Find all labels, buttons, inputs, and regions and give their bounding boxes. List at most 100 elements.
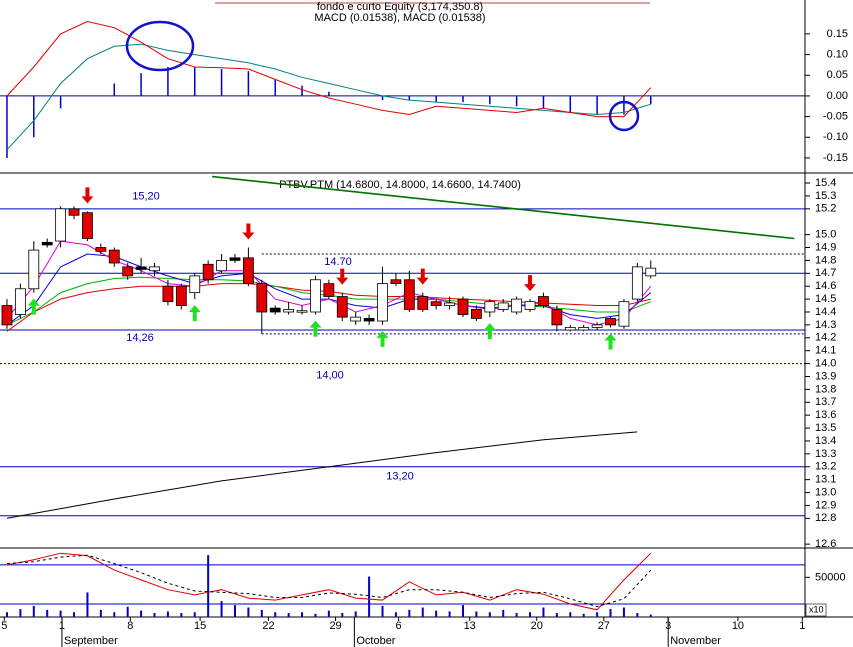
y-tick-label: 50000: [815, 571, 846, 583]
y-tick-label: 14.6: [815, 280, 836, 292]
y-tick-label: 14.8: [815, 254, 836, 266]
candle-body: [403, 279, 415, 310]
candle-body: [457, 298, 469, 315]
buy-arrow: [483, 323, 496, 340]
candle-body: [538, 296, 549, 306]
x-tick-label: 6: [396, 620, 402, 632]
series-line: [6, 554, 652, 608]
y-tick-label: 0.15: [827, 28, 848, 40]
candle-body: [471, 309, 482, 319]
y-tick-label: -0.10: [823, 131, 848, 143]
x-tick-label: 20: [531, 620, 543, 632]
x-tick-label: 5: [1, 620, 7, 632]
y-tick-label: 12.6: [815, 538, 836, 550]
level-label: 15,20: [132, 191, 160, 203]
y-tick-label: 14.0: [815, 357, 836, 369]
candle-body: [390, 279, 402, 285]
x-tick-label: 13: [464, 620, 476, 632]
y-tick-label: -0.15: [823, 152, 848, 164]
candle-body: [41, 241, 53, 246]
level-label: 14.70: [324, 256, 352, 268]
multiplier-box: [805, 603, 827, 617]
y-tick-label: -0.05: [823, 111, 848, 123]
y-tick-label: 14.7: [815, 267, 836, 279]
y-tick-label: 14.2: [815, 332, 836, 344]
candle-body: [377, 283, 388, 322]
candle-body: [618, 301, 630, 327]
candle-body: [430, 301, 442, 306]
x-tick-label: 15: [194, 620, 206, 632]
y-tick-label: 14.5: [815, 293, 836, 305]
sell-arrow: [81, 187, 94, 204]
candle-body: [310, 279, 321, 313]
y-tick-label: 0.00: [827, 90, 848, 102]
candle-body: [189, 275, 201, 294]
y-tick-label: 13.9: [815, 370, 836, 382]
y-tick-label: 13.3: [815, 448, 836, 460]
buy-arrow: [604, 333, 617, 350]
y-tick-label: 13.1: [815, 474, 836, 486]
buy-arrow: [376, 330, 389, 347]
candle-body: [363, 318, 375, 322]
y-tick-label: 13.5: [815, 422, 836, 434]
candle-body: [645, 267, 657, 277]
y-tick-label: 15.3: [815, 190, 836, 202]
candle-body: [202, 263, 214, 281]
panel-subtitle: MACD (0.01538), MACD (0.01538): [314, 12, 485, 24]
volume-multiplier: x10: [809, 604, 824, 614]
y-tick-label: 12.9: [815, 499, 836, 511]
x-tick-label: 10: [732, 620, 744, 632]
y-tick-label: 0.10: [827, 48, 848, 60]
candle-body: [28, 249, 40, 290]
y-tick-label: 14.3: [815, 319, 836, 331]
highlight-circle: [608, 100, 640, 132]
y-tick-label: 14.1: [815, 345, 836, 357]
candle-body: [417, 296, 429, 310]
y-tick-label: 14.9: [815, 241, 836, 253]
candle-body: [591, 324, 603, 328]
y-tick-label: 15.0: [815, 229, 836, 241]
candle-body: [68, 208, 80, 216]
candle-body: [162, 285, 174, 303]
plot-layer: 0.150.100.050.00-0.05-0.10-0.1515.415.31…: [0, 20, 848, 647]
candle-body: [108, 249, 120, 264]
y-tick-label: 13.4: [815, 435, 836, 447]
candle-body: [229, 257, 241, 261]
candle-body: [605, 318, 616, 326]
candle-body: [135, 266, 147, 270]
buy-arrow: [188, 305, 201, 322]
candle-body: [256, 283, 268, 313]
level-label: 13,20: [386, 471, 414, 483]
level-label: 14,00: [316, 369, 344, 381]
y-tick-label: 0.05: [827, 69, 848, 81]
candle-body: [484, 301, 496, 313]
x-tick-label: 22: [262, 620, 274, 632]
candle-body: [149, 266, 160, 272]
candle-body: [82, 212, 93, 239]
candle-body: [1, 305, 13, 326]
month-label: September: [64, 635, 118, 647]
x-tick-label: 1: [799, 620, 805, 632]
highlight-ellipse: [125, 20, 195, 72]
candle-body: [269, 307, 281, 313]
sell-arrow: [336, 268, 349, 285]
candle-body: [524, 301, 536, 310]
candle-body: [14, 288, 26, 315]
y-tick-label: 13.0: [815, 486, 836, 498]
candle-body: [55, 208, 67, 242]
month-label: November: [670, 635, 721, 647]
candle-body: [350, 316, 362, 322]
candle-body: [511, 298, 523, 313]
candle-body: [497, 302, 509, 310]
x-tick-label: 29: [329, 620, 341, 632]
y-tick-label: 15.4: [815, 177, 836, 189]
sell-arrow: [524, 275, 537, 292]
month-label: October: [356, 635, 395, 647]
buy-arrow: [309, 320, 322, 337]
y-tick-label: 12.8: [815, 512, 836, 524]
sell-arrow: [416, 268, 429, 285]
y-tick-label: 13.7: [815, 396, 836, 408]
y-tick-label: 15.2: [815, 203, 836, 215]
candle-body: [444, 302, 455, 306]
